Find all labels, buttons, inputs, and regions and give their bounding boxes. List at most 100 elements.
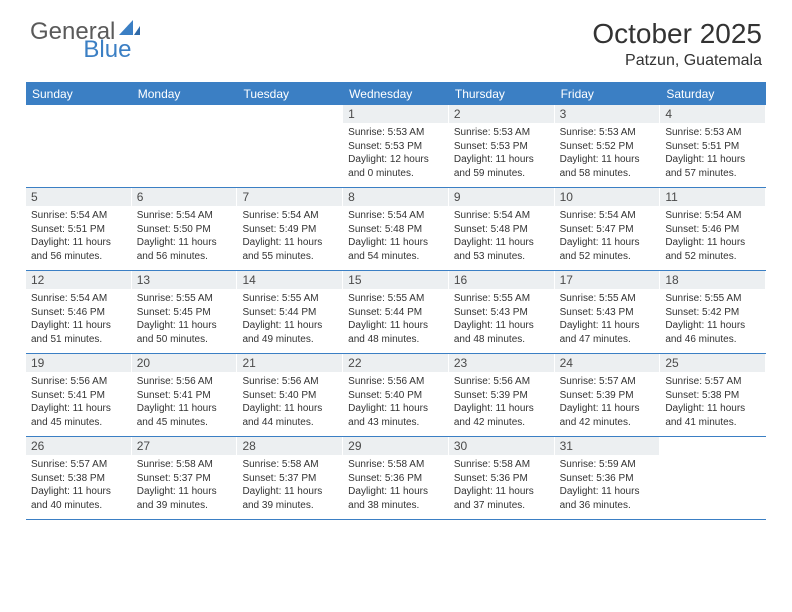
- day-number: 24: [555, 354, 660, 372]
- sunrise-text: Sunrise: 5:55 AM: [560, 292, 655, 306]
- day-cell: 1Sunrise: 5:53 AMSunset: 5:53 PMDaylight…: [343, 105, 449, 187]
- day-number: 10: [555, 188, 660, 206]
- week-row: 5Sunrise: 5:54 AMSunset: 5:51 PMDaylight…: [26, 188, 766, 271]
- day-cell: 6Sunrise: 5:54 AMSunset: 5:50 PMDaylight…: [132, 188, 238, 270]
- daylight-text: Daylight: 11 hours and 37 minutes.: [454, 485, 549, 512]
- day-body: Sunrise: 5:54 AMSunset: 5:51 PMDaylight:…: [26, 206, 131, 267]
- daylight-text: Daylight: 11 hours and 46 minutes.: [665, 319, 760, 346]
- day-number: [26, 105, 131, 109]
- sunset-text: Sunset: 5:39 PM: [560, 389, 655, 403]
- day-body: Sunrise: 5:56 AMSunset: 5:40 PMDaylight:…: [237, 372, 342, 433]
- sunset-text: Sunset: 5:40 PM: [348, 389, 443, 403]
- day-body: Sunrise: 5:54 AMSunset: 5:48 PMDaylight:…: [343, 206, 448, 267]
- day-number: 15: [343, 271, 448, 289]
- sunset-text: Sunset: 5:38 PM: [31, 472, 126, 486]
- day-cell: 14Sunrise: 5:55 AMSunset: 5:44 PMDayligh…: [237, 271, 343, 353]
- day-number: 6: [132, 188, 237, 206]
- sunset-text: Sunset: 5:41 PM: [137, 389, 232, 403]
- sunrise-text: Sunrise: 5:54 AM: [665, 209, 760, 223]
- sunrise-text: Sunrise: 5:58 AM: [242, 458, 337, 472]
- day-number: 30: [449, 437, 554, 455]
- day-cell: 8Sunrise: 5:54 AMSunset: 5:48 PMDaylight…: [343, 188, 449, 270]
- sunset-text: Sunset: 5:52 PM: [560, 140, 655, 154]
- daylight-text: Daylight: 11 hours and 41 minutes.: [665, 402, 760, 429]
- day-body: Sunrise: 5:59 AMSunset: 5:36 PMDaylight:…: [555, 455, 660, 516]
- daylight-text: Daylight: 12 hours and 0 minutes.: [348, 153, 443, 180]
- day-body: Sunrise: 5:58 AMSunset: 5:37 PMDaylight:…: [132, 455, 237, 516]
- sunrise-text: Sunrise: 5:54 AM: [31, 209, 126, 223]
- sunrise-text: Sunrise: 5:54 AM: [560, 209, 655, 223]
- sunrise-text: Sunrise: 5:59 AM: [560, 458, 655, 472]
- sunrise-text: Sunrise: 5:57 AM: [560, 375, 655, 389]
- daylight-text: Daylight: 11 hours and 55 minutes.: [242, 236, 337, 263]
- sunrise-text: Sunrise: 5:58 AM: [454, 458, 549, 472]
- day-body: Sunrise: 5:54 AMSunset: 5:47 PMDaylight:…: [555, 206, 660, 267]
- day-number: 25: [660, 354, 765, 372]
- day-cell: 5Sunrise: 5:54 AMSunset: 5:51 PMDaylight…: [26, 188, 132, 270]
- header: General Blue October 2025 Patzun, Guatem…: [0, 0, 792, 76]
- day-number: 9: [449, 188, 554, 206]
- sunrise-text: Sunrise: 5:53 AM: [560, 126, 655, 140]
- sunrise-text: Sunrise: 5:53 AM: [665, 126, 760, 140]
- day-number: 5: [26, 188, 131, 206]
- sunrise-text: Sunrise: 5:53 AM: [454, 126, 549, 140]
- sunrise-text: Sunrise: 5:56 AM: [137, 375, 232, 389]
- sunset-text: Sunset: 5:37 PM: [242, 472, 337, 486]
- logo: General Blue: [30, 18, 195, 46]
- day-number: 26: [26, 437, 131, 455]
- sunrise-text: Sunrise: 5:56 AM: [454, 375, 549, 389]
- sunrise-text: Sunrise: 5:54 AM: [137, 209, 232, 223]
- day-body: Sunrise: 5:58 AMSunset: 5:36 PMDaylight:…: [449, 455, 554, 516]
- sunrise-text: Sunrise: 5:56 AM: [242, 375, 337, 389]
- day-body: Sunrise: 5:55 AMSunset: 5:42 PMDaylight:…: [660, 289, 765, 350]
- day-number: 17: [555, 271, 660, 289]
- day-body: Sunrise: 5:54 AMSunset: 5:49 PMDaylight:…: [237, 206, 342, 267]
- daylight-text: Daylight: 11 hours and 48 minutes.: [454, 319, 549, 346]
- daylight-text: Daylight: 11 hours and 48 minutes.: [348, 319, 443, 346]
- day-cell: 29Sunrise: 5:58 AMSunset: 5:36 PMDayligh…: [343, 437, 449, 519]
- daylight-text: Daylight: 11 hours and 44 minutes.: [242, 402, 337, 429]
- day-cell: 25Sunrise: 5:57 AMSunset: 5:38 PMDayligh…: [660, 354, 766, 436]
- day-cell: 28Sunrise: 5:58 AMSunset: 5:37 PMDayligh…: [237, 437, 343, 519]
- day-body: Sunrise: 5:54 AMSunset: 5:46 PMDaylight:…: [660, 206, 765, 267]
- day-body: Sunrise: 5:53 AMSunset: 5:53 PMDaylight:…: [343, 123, 448, 184]
- day-cell: 17Sunrise: 5:55 AMSunset: 5:43 PMDayligh…: [555, 271, 661, 353]
- day-cell: 13Sunrise: 5:55 AMSunset: 5:45 PMDayligh…: [132, 271, 238, 353]
- day-cell: 18Sunrise: 5:55 AMSunset: 5:42 PMDayligh…: [660, 271, 766, 353]
- sunrise-text: Sunrise: 5:55 AM: [665, 292, 760, 306]
- sunrise-text: Sunrise: 5:54 AM: [454, 209, 549, 223]
- day-number: 21: [237, 354, 342, 372]
- daylight-text: Daylight: 11 hours and 39 minutes.: [137, 485, 232, 512]
- day-cell: 30Sunrise: 5:58 AMSunset: 5:36 PMDayligh…: [449, 437, 555, 519]
- sunset-text: Sunset: 5:44 PM: [348, 306, 443, 320]
- sunrise-text: Sunrise: 5:57 AM: [665, 375, 760, 389]
- day-body: Sunrise: 5:53 AMSunset: 5:51 PMDaylight:…: [660, 123, 765, 184]
- sunrise-text: Sunrise: 5:55 AM: [348, 292, 443, 306]
- day-number: 22: [343, 354, 448, 372]
- sunset-text: Sunset: 5:43 PM: [454, 306, 549, 320]
- daylight-text: Daylight: 11 hours and 56 minutes.: [137, 236, 232, 263]
- dayhead-tue: Tuesday: [237, 83, 343, 105]
- dayhead-thu: Thursday: [449, 83, 555, 105]
- dayhead-wed: Wednesday: [343, 83, 449, 105]
- daylight-text: Daylight: 11 hours and 50 minutes.: [137, 319, 232, 346]
- sunset-text: Sunset: 5:45 PM: [137, 306, 232, 320]
- day-body: Sunrise: 5:57 AMSunset: 5:38 PMDaylight:…: [660, 372, 765, 433]
- day-cell: 7Sunrise: 5:54 AMSunset: 5:49 PMDaylight…: [237, 188, 343, 270]
- day-cell: 27Sunrise: 5:58 AMSunset: 5:37 PMDayligh…: [132, 437, 238, 519]
- daylight-text: Daylight: 11 hours and 51 minutes.: [31, 319, 126, 346]
- day-cell: 2Sunrise: 5:53 AMSunset: 5:53 PMDaylight…: [449, 105, 555, 187]
- day-number: 31: [555, 437, 660, 455]
- day-number: 11: [660, 188, 765, 206]
- sunrise-text: Sunrise: 5:55 AM: [454, 292, 549, 306]
- sunrise-text: Sunrise: 5:58 AM: [137, 458, 232, 472]
- day-number: 28: [237, 437, 342, 455]
- daylight-text: Daylight: 11 hours and 36 minutes.: [560, 485, 655, 512]
- day-body: Sunrise: 5:55 AMSunset: 5:44 PMDaylight:…: [237, 289, 342, 350]
- day-cell: 9Sunrise: 5:54 AMSunset: 5:48 PMDaylight…: [449, 188, 555, 270]
- sunset-text: Sunset: 5:47 PM: [560, 223, 655, 237]
- sunrise-text: Sunrise: 5:55 AM: [137, 292, 232, 306]
- sunset-text: Sunset: 5:53 PM: [348, 140, 443, 154]
- dayhead-fri: Friday: [555, 83, 661, 105]
- sunset-text: Sunset: 5:48 PM: [454, 223, 549, 237]
